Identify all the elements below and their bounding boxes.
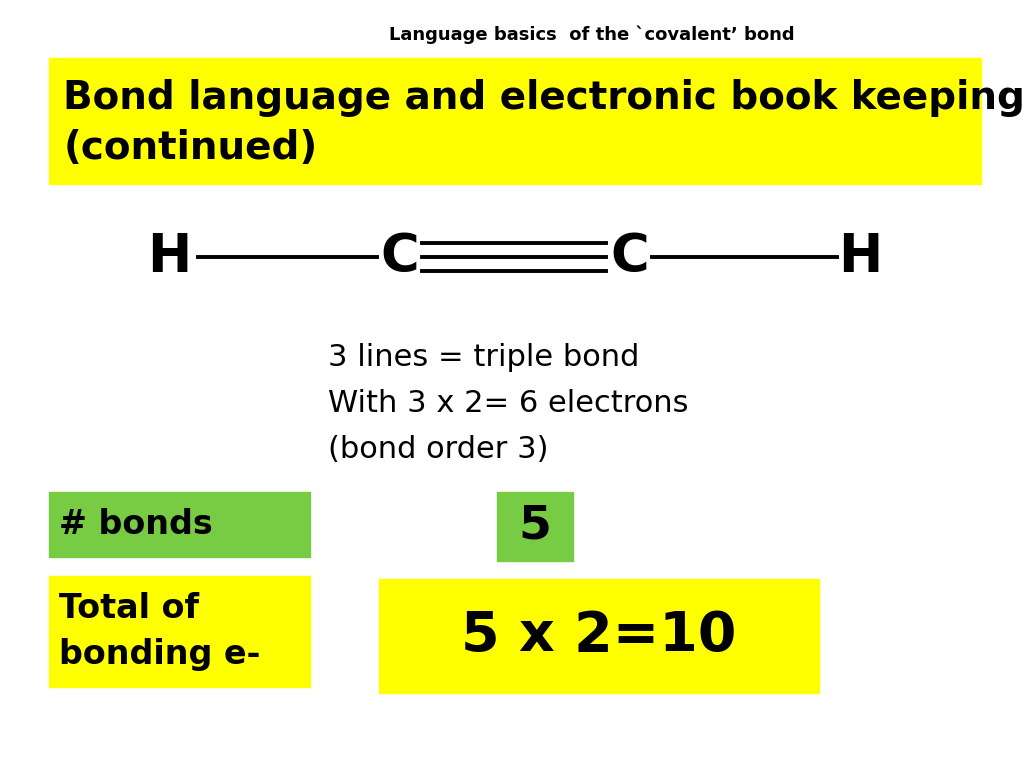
Text: 3 lines = triple bond: 3 lines = triple bond [328,343,639,372]
Text: H: H [146,231,191,283]
FancyBboxPatch shape [497,492,573,561]
FancyBboxPatch shape [49,492,310,557]
Text: With 3 x 2= 6 electrons: With 3 x 2= 6 electrons [328,389,688,418]
Text: C: C [610,231,649,283]
Text: # bonds: # bonds [59,508,213,541]
Text: Language basics  of the `covalent’ bond: Language basics of the `covalent’ bond [389,25,795,44]
FancyBboxPatch shape [49,58,981,184]
Text: 5 x 2=10: 5 x 2=10 [462,609,736,663]
Text: (bond order 3): (bond order 3) [328,435,548,464]
FancyBboxPatch shape [49,576,310,687]
Text: Total of
bonding e-: Total of bonding e- [59,592,261,671]
Text: 5: 5 [518,504,552,548]
Text: C: C [380,231,419,283]
FancyBboxPatch shape [379,579,819,693]
Text: H: H [838,231,883,283]
Text: Bond language and electronic book keeping: part 1
(continued): Bond language and electronic book keepin… [63,79,1024,167]
